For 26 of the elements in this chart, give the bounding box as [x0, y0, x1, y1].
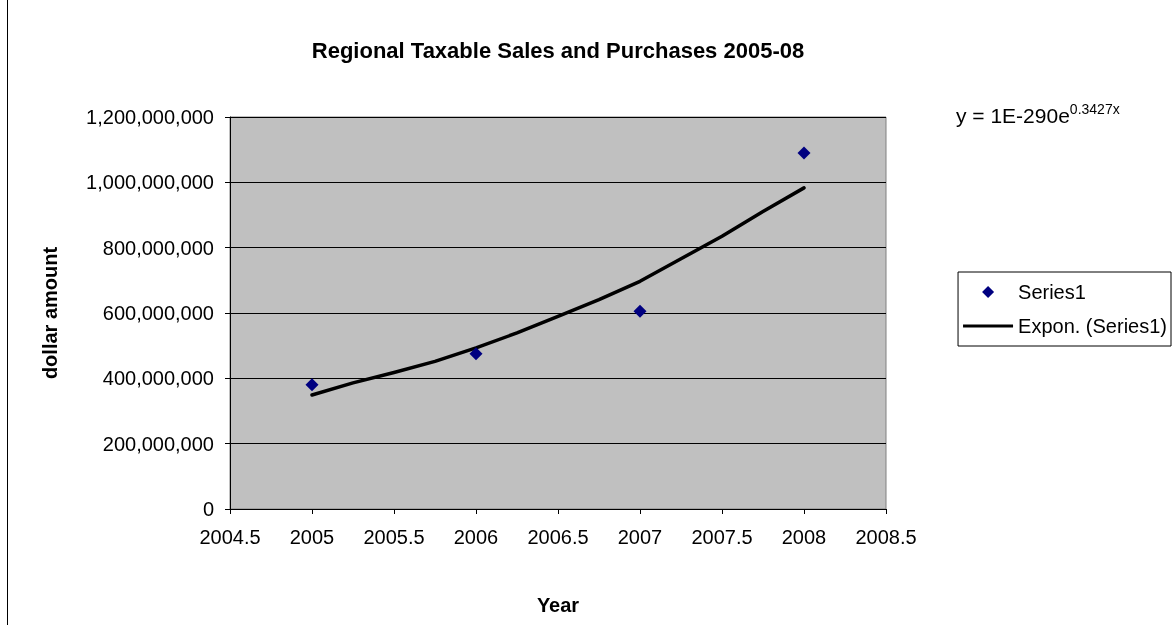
- y-tick-label: 800,000,000: [102, 236, 214, 259]
- y-tick-label: 1,000,000,000: [86, 171, 214, 194]
- x-tick-label: 2006.5: [527, 526, 589, 548]
- x-tick-label: 2008.5: [855, 526, 917, 548]
- legend-label: Expon. (Series1): [1018, 315, 1168, 337]
- x-tick-label: 2007: [617, 526, 663, 548]
- y-axis-title: dollar amount: [39, 246, 61, 380]
- x-tick-label: 2008: [781, 526, 827, 548]
- x-tick-label: 2006: [453, 526, 499, 548]
- point: [305, 378, 319, 392]
- y-tick-label: 600,000,000: [102, 302, 214, 324]
- y-tick-label: 0: [202, 498, 214, 520]
- x-tick-label: 2004.5: [199, 526, 261, 548]
- y-tick-label: 1,200,000,000: [86, 106, 214, 128]
- x-tick-label: 2005: [289, 526, 335, 548]
- legend-label: Series1: [1018, 281, 1086, 303]
- chart-title: Regional Taxable Sales and Purchases 2005-08: [311, 37, 805, 63]
- point: [797, 146, 811, 160]
- x-tick-label: 2007.5: [691, 526, 753, 548]
- text: y = 1E-290e$^{0.3427x}$: [956, 101, 1120, 128]
- point: [469, 347, 483, 361]
- x-axis-title: Year: [536, 594, 580, 616]
- x-tick-label: 2005.5: [363, 526, 425, 548]
- y-tick-label: 400,000,000: [102, 367, 214, 390]
- point: [633, 304, 647, 318]
- y-tick-label: 200,000,000: [102, 432, 214, 455]
